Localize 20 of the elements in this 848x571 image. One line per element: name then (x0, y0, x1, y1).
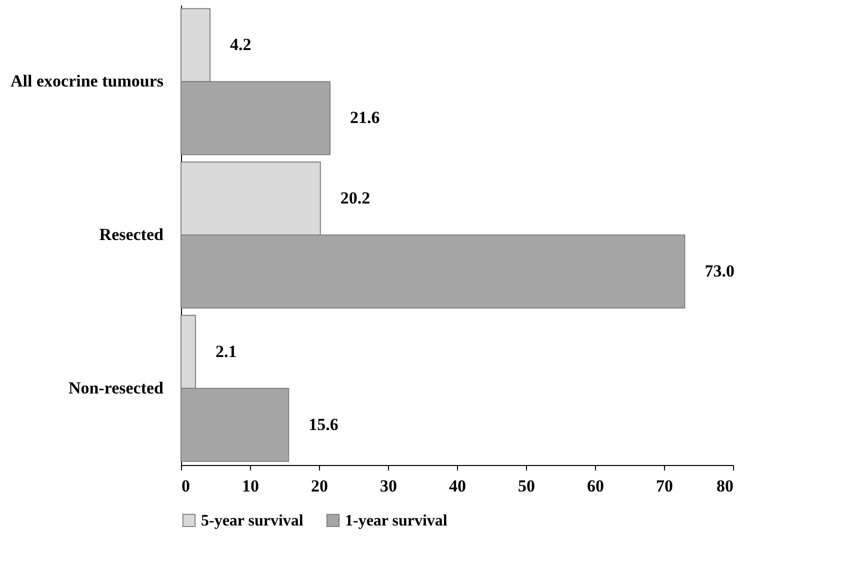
data-label: 21.6 (350, 108, 380, 128)
data-label: 73.0 (704, 262, 734, 281)
y-tick-label: All exocrine tumours (10, 72, 164, 91)
data-label: 4.2 (230, 35, 252, 54)
x-tick-label: 40 (449, 476, 466, 496)
y-tick-label: Resected (99, 225, 164, 244)
x-tick-label: 80 (716, 476, 734, 496)
x-tick-label: 0 (182, 476, 190, 496)
x-tick-label: 70 (656, 476, 673, 496)
x-tick-label: 10 (242, 476, 259, 496)
legend-label: 5-year survival (201, 512, 304, 530)
x-tick-label: 60 (587, 476, 604, 496)
y-tick-label: Non-resected (68, 378, 164, 398)
data-label: 2.1 (215, 342, 237, 361)
data-label: 15.6 (308, 414, 338, 434)
x-tick-label: 20 (311, 476, 328, 496)
x-tick-label: 30 (380, 476, 397, 496)
legend-label: 1-year survival (345, 512, 448, 530)
x-tick-label: 50 (518, 476, 535, 496)
data-label: 20.2 (340, 188, 370, 208)
